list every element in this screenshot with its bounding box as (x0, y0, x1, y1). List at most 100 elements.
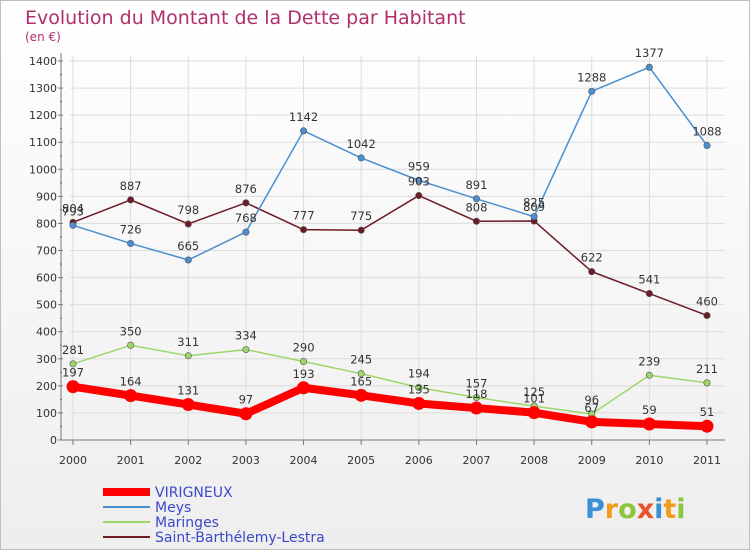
data-label: 311 (177, 335, 199, 349)
y-tick-label: 900 (36, 190, 57, 203)
data-point (69, 221, 77, 229)
legend-label: Meys (155, 500, 191, 516)
data-label: 97 (239, 393, 254, 407)
data-point (703, 141, 711, 149)
data-point (700, 419, 714, 433)
data-label: 290 (293, 340, 315, 354)
x-ticks: 2000 2001 2002 2003 2004 2005 2006 2007 2008 2009… (59, 454, 721, 467)
data-label: 350 (120, 324, 142, 338)
data-label: 164 (120, 375, 142, 389)
data-point (300, 127, 308, 135)
data-point (184, 256, 192, 264)
data-label: 903 (408, 175, 430, 189)
data-point (642, 417, 656, 431)
data-label: 51 (700, 405, 715, 419)
logo-letter: i (676, 494, 685, 525)
y-tick-label: 1400 (29, 55, 57, 68)
data-point (354, 388, 368, 402)
data-point (239, 407, 253, 421)
data-point (127, 239, 135, 247)
data-label: 541 (638, 273, 660, 287)
x-tick-label: 2010 (635, 454, 663, 467)
data-label: 808 (465, 200, 487, 214)
series-line (72, 344, 708, 415)
data-label: 211 (696, 362, 718, 376)
data-point (703, 379, 711, 387)
data-label: 726 (120, 222, 142, 236)
legend-label: Saint-Barthélemy-Lestra (155, 530, 325, 546)
data-point (300, 357, 308, 365)
x-tick-label: 2007 (462, 454, 490, 467)
y-tick-label: 1100 (29, 136, 57, 149)
y-tick-label: 700 (36, 245, 57, 258)
data-point (415, 383, 423, 391)
y-tick-label: 1200 (29, 109, 57, 122)
data-point (357, 370, 365, 378)
data-point (181, 398, 195, 412)
axes (58, 53, 725, 445)
data-point (472, 393, 480, 401)
data-label: 804 (62, 201, 84, 215)
data-label: 809 (523, 200, 545, 214)
x-tick-label: 2011 (693, 454, 721, 467)
x-tick-label: 2006 (405, 454, 433, 467)
data-label: 959 (408, 159, 430, 173)
series-layer (66, 63, 714, 433)
y-tick-label: 300 (36, 353, 57, 366)
data-label: 59 (642, 403, 657, 417)
logo-letter: x (637, 494, 654, 525)
legend-item: Meys (103, 500, 191, 516)
data-point (469, 401, 483, 415)
data-point (357, 226, 365, 234)
data-label: 460 (696, 294, 718, 308)
data-point (415, 192, 423, 200)
data-point (297, 381, 311, 395)
data-point (66, 380, 80, 394)
series-saint-barth-lemy-lestra (69, 192, 711, 319)
data-label: 157 (465, 376, 487, 390)
data-point (588, 87, 596, 95)
data-label: 1288 (577, 70, 606, 84)
logo-letter: r (605, 494, 619, 525)
y-tick-label: 1000 (29, 163, 57, 176)
data-label: 245 (350, 353, 372, 367)
data-point (472, 195, 480, 203)
data-point (412, 396, 426, 410)
legend: VIRIGNEUXMeysMaringesSaint-Barthélemy-Le… (103, 485, 325, 546)
legend-label: VIRIGNEUX (155, 485, 233, 501)
data-label: 768 (235, 211, 257, 225)
data-label: 793 (62, 204, 84, 218)
logo-letter: P (585, 494, 605, 525)
data-point (127, 196, 135, 204)
data-label: 197 (62, 366, 84, 380)
data-label: 334 (235, 329, 257, 343)
logo-letter: o (618, 494, 637, 525)
data-point (415, 176, 423, 184)
data-label: 1377 (635, 46, 664, 60)
data-point (472, 217, 480, 225)
y-tick-label: 200 (36, 380, 57, 393)
logo-letter: i (654, 494, 663, 525)
data-point (645, 63, 653, 71)
y-tick-label: 600 (36, 272, 57, 285)
data-label: 135 (408, 382, 430, 396)
series-line (72, 66, 708, 261)
data-point (242, 199, 250, 207)
data-label: 876 (235, 182, 257, 196)
data-label: 96 (584, 393, 599, 407)
data-label: 1142 (289, 110, 318, 124)
x-tick-label: 2005 (347, 454, 375, 467)
y-tick-label: 500 (36, 299, 57, 312)
data-label: 125 (523, 385, 545, 399)
x-tick-label: 2009 (578, 454, 606, 467)
data-label: 798 (177, 203, 199, 217)
series-line (69, 382, 711, 431)
data-point (645, 371, 653, 379)
data-point (242, 228, 250, 236)
legend-item: VIRIGNEUX (103, 485, 233, 501)
y-tick-label: 0 (50, 434, 57, 447)
data-label: 1088 (692, 124, 721, 138)
x-tick-label: 2001 (117, 454, 145, 467)
